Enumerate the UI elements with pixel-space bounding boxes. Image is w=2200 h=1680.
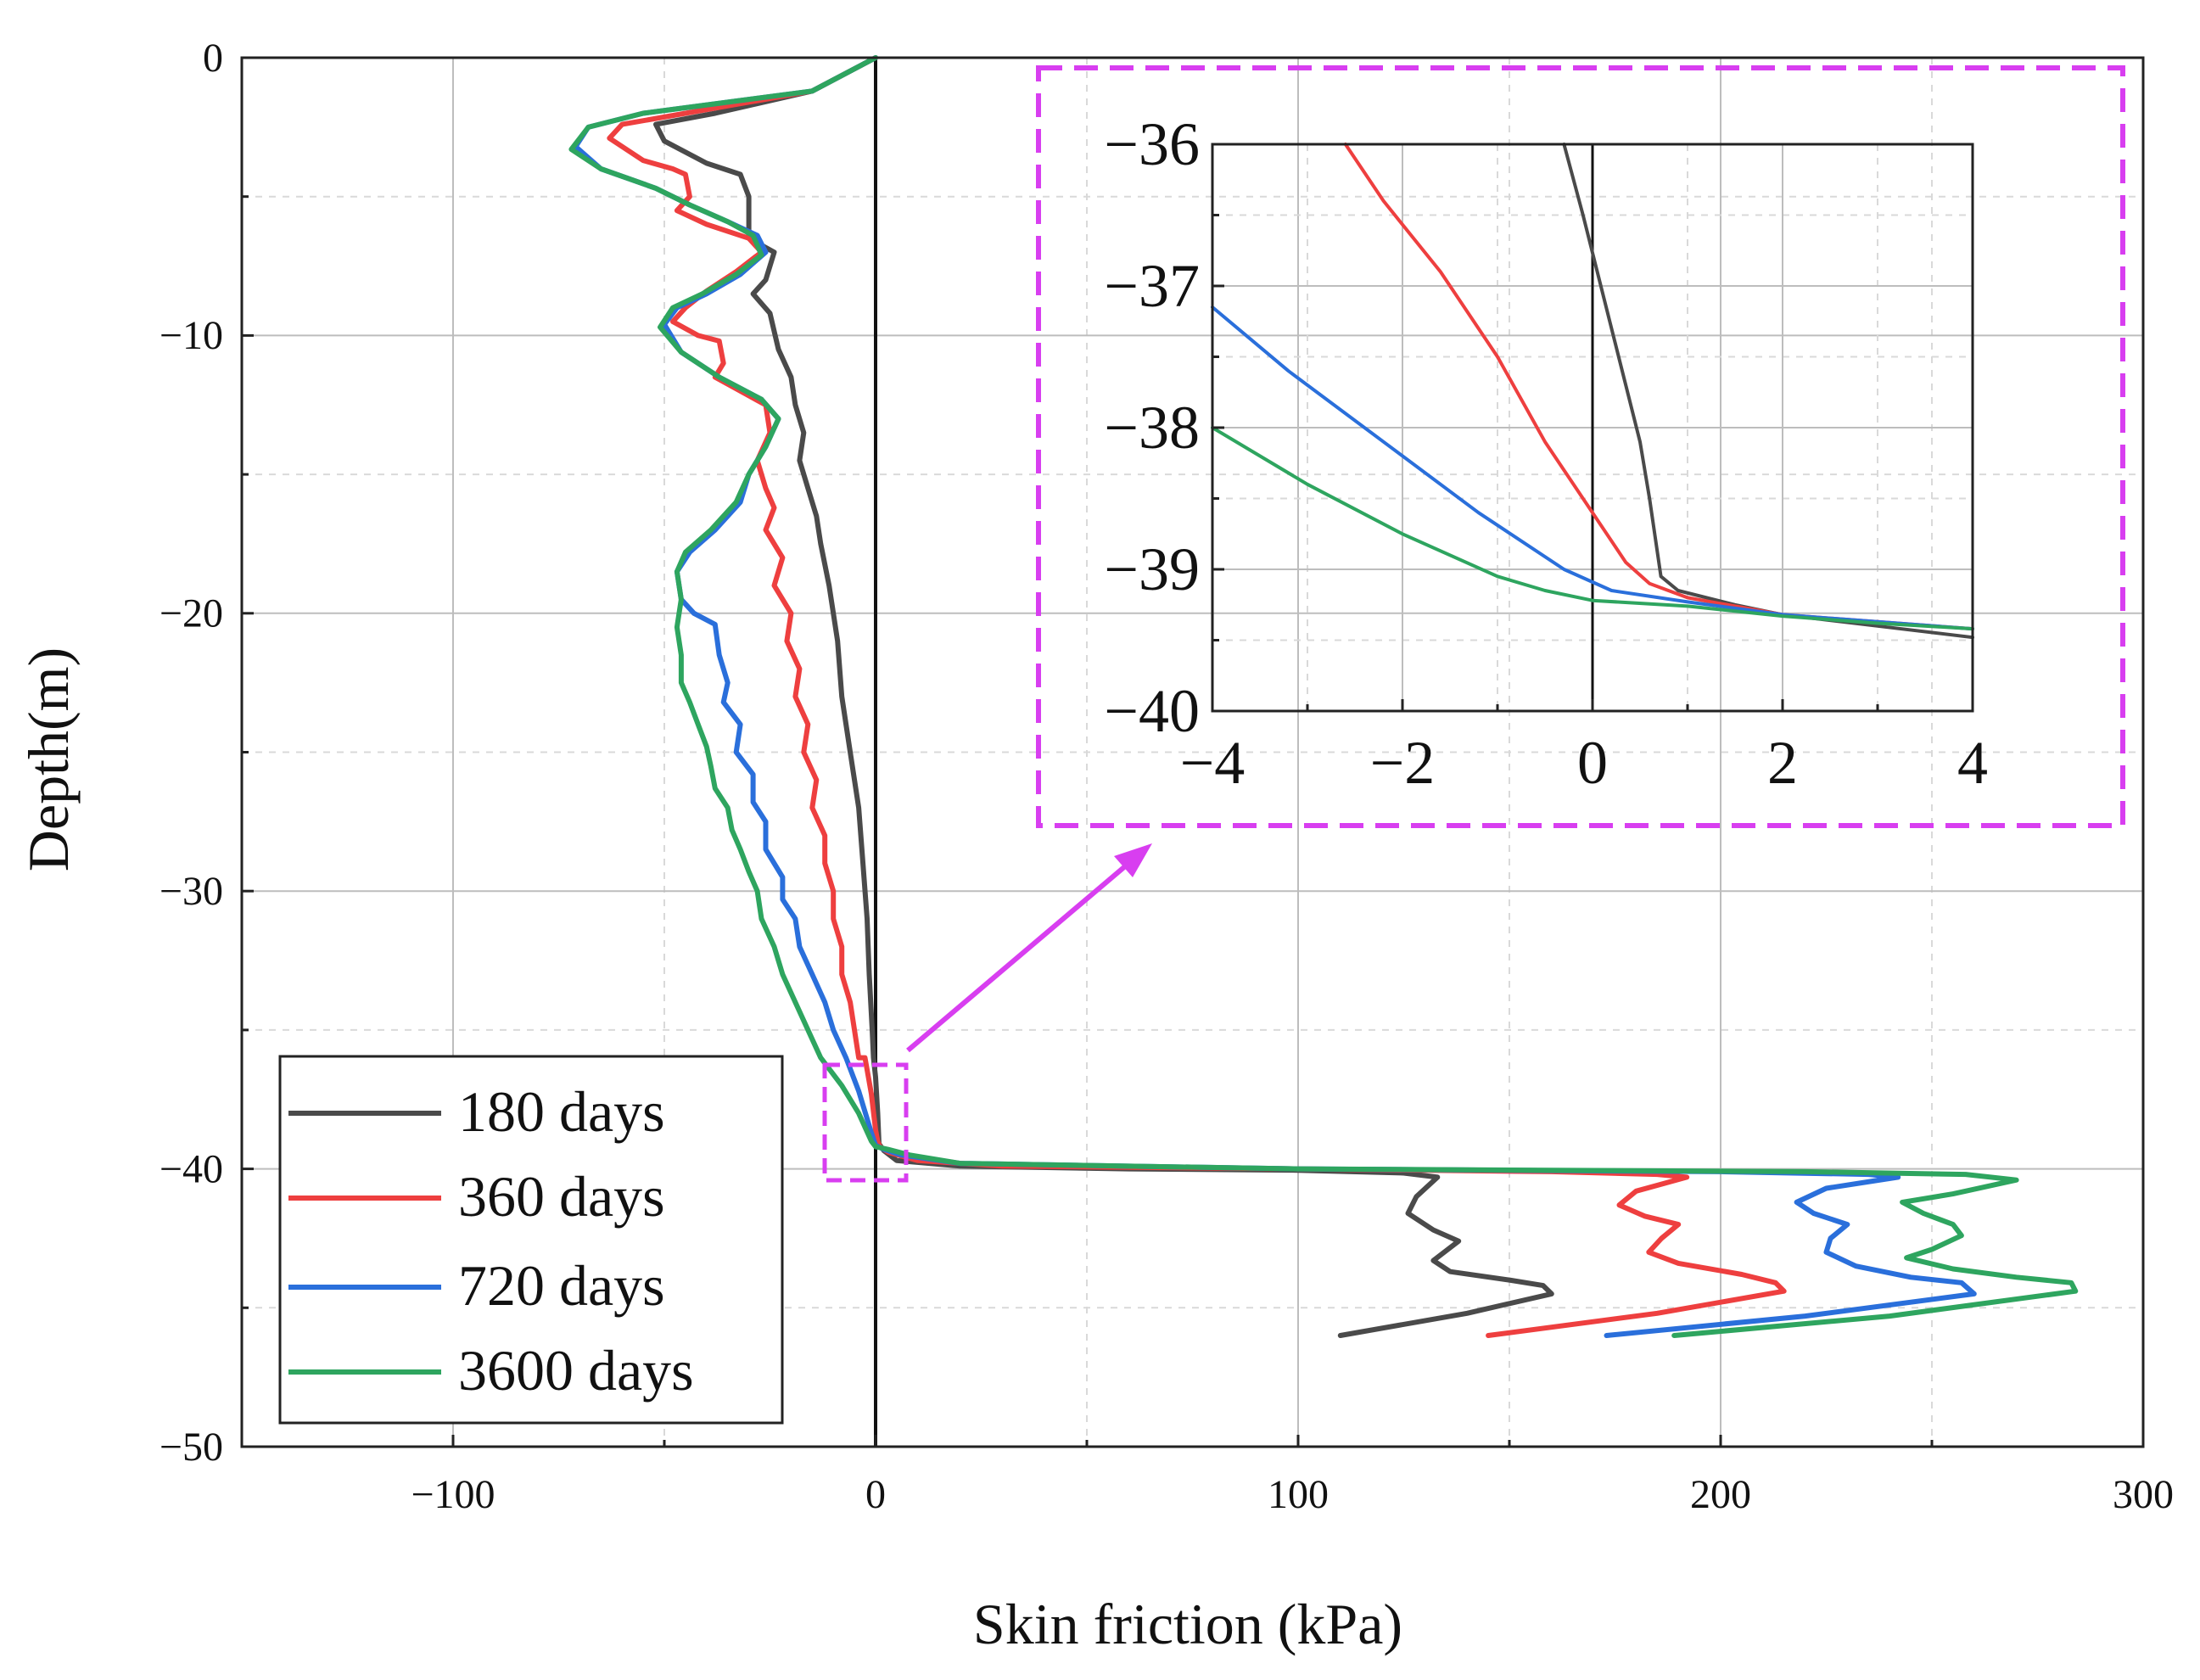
- y-tick-label: −37: [1104, 252, 1200, 320]
- x-tick-label: −2: [1370, 729, 1436, 797]
- inset-callout-box: [1036, 65, 2125, 828]
- y-tick-label: −36: [1104, 110, 1200, 178]
- x-axis-title: Skin friction (kPa): [973, 1592, 1402, 1656]
- legend-box: [278, 1055, 784, 1425]
- x-tick-label: 4: [1957, 729, 1988, 797]
- y-tick-label: −38: [1104, 394, 1200, 462]
- y-tick-label: −40: [1104, 677, 1200, 745]
- legend-label-360-days: 360 days: [458, 1164, 665, 1229]
- inset-series-group: [1211, 143, 1974, 640]
- legend-label-3600-days: 3600 days: [458, 1338, 694, 1403]
- y-tick-label: −39: [1104, 535, 1200, 603]
- x-tick-label: 100: [1268, 1472, 1329, 1517]
- y-tick-label: −10: [160, 313, 223, 358]
- series-line-3600-days: [1211, 426, 1974, 631]
- y-tick-label: −40: [160, 1146, 223, 1191]
- legend-label-180-days: 180 days: [458, 1079, 665, 1144]
- legend: 180 days 360 days 720 days 3600 days: [278, 1055, 784, 1425]
- series-line-3600-days: [568, 55, 2079, 1338]
- x-tick-label: 0: [1577, 729, 1608, 797]
- x-tick-label: −4: [1180, 729, 1246, 797]
- y-tick-label: −20: [160, 591, 223, 636]
- x-tick-label: 0: [865, 1472, 886, 1517]
- legend-label-720-days: 720 days: [458, 1253, 665, 1318]
- zoom-arrow-head: [1114, 843, 1152, 877]
- main-series-group: [568, 55, 2079, 1338]
- y-tick-label: 0: [203, 36, 223, 81]
- x-tick-label: 300: [2113, 1472, 2174, 1517]
- y-tick-label: −30: [160, 869, 223, 914]
- y-axis-title: Depth(m): [16, 647, 81, 871]
- x-tick-label: 2: [1767, 729, 1798, 797]
- zoom-arrow-line: [906, 850, 1143, 1053]
- x-tick-label: 200: [1690, 1472, 1751, 1517]
- x-tick-label: −100: [411, 1472, 495, 1517]
- zoom-region-box: [822, 1062, 909, 1183]
- inset-ticks: −4 −2 0 2 4 −36 −37 −38 −39 −40: [1104, 110, 1988, 797]
- y-tick-label: −50: [160, 1425, 223, 1470]
